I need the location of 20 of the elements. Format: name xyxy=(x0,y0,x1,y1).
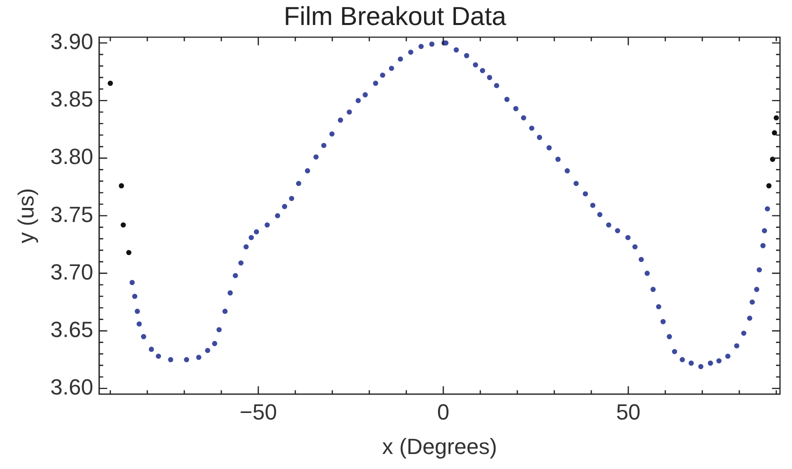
y-tick-label: 3.65 xyxy=(50,316,94,342)
point xyxy=(126,250,132,256)
y-tick-label: 3.75 xyxy=(50,202,94,227)
y-tick-label: 3.80 xyxy=(50,144,94,170)
point xyxy=(774,115,779,120)
y-tick-label: 3.60 xyxy=(50,374,94,400)
y-tick-label: 3.85 xyxy=(50,86,94,112)
y-tick-label: 3.70 xyxy=(50,259,94,284)
point xyxy=(108,80,113,86)
chart-title: Film Breakout Data xyxy=(284,0,507,31)
x-tick-label: 50 xyxy=(616,399,641,424)
point xyxy=(120,222,126,228)
point xyxy=(772,130,778,136)
x-axis-title: x (Degrees) xyxy=(382,434,498,459)
point xyxy=(766,183,772,188)
x-tick-label: −50 xyxy=(240,399,277,424)
point xyxy=(118,183,124,188)
y-tick-label: 3.90 xyxy=(50,29,94,54)
y-axis-title: y (us) xyxy=(13,188,38,244)
x-tick-label: 0 xyxy=(437,399,450,424)
